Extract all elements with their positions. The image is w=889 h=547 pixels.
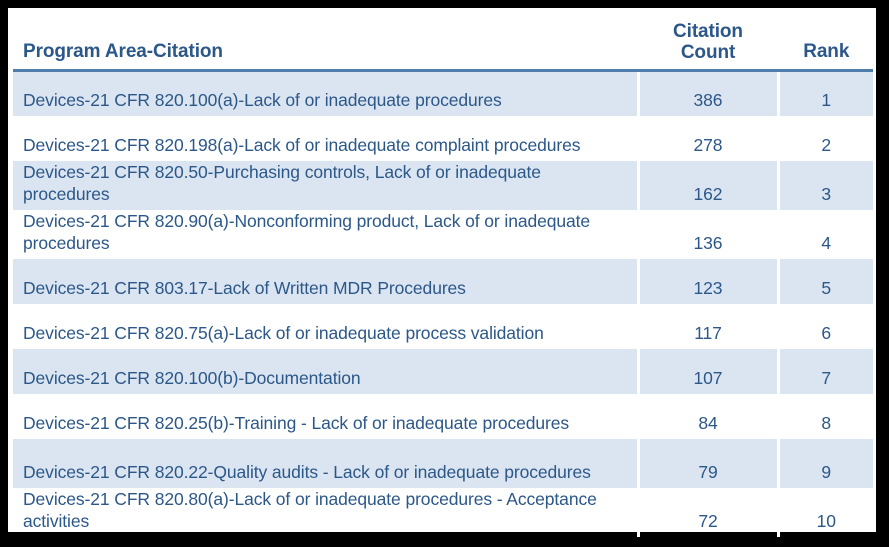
program-cell: Devices-21 CFR 820.25(b)-Training - Lack… — [13, 393, 640, 439]
program-cell: Devices-21 CFR 820.75(a)-Lack of or inad… — [13, 303, 640, 349]
table-row: Devices-21 CFR 820.100(b)-Documentation … — [13, 348, 873, 394]
count-cell: 278 — [638, 115, 780, 161]
program-cell: Devices-21 CFR 820.50-Purchasing control… — [13, 160, 640, 210]
column-header-citation-count: Citation Count — [638, 13, 780, 72]
program-cell: Devices-21 CFR 820.100(a)-Lack of or ina… — [13, 70, 640, 116]
count-cell: 79 — [638, 438, 780, 488]
program-cell: Devices-21 CFR 820.198(a)-Lack of or ina… — [13, 115, 640, 161]
rank-cell: 2 — [821, 134, 832, 155]
program-cell: Devices-21 CFR 820.22-Quality audits - L… — [13, 438, 640, 488]
rank-cell: 3 — [778, 160, 873, 210]
table-row: Devices-21 CFR 820.75(a)-Lack of or inad… — [13, 303, 873, 349]
table-header: Program Area-Citation Citation Count Ran… — [13, 13, 873, 72]
header-row: Program Area-Citation Citation Count Ran… — [13, 13, 873, 72]
count-cell: 162 — [638, 160, 780, 210]
count-cell: 117 — [638, 303, 780, 349]
rank-cell: 1 — [778, 70, 873, 116]
table-row: Devices-21 CFR 820.198(a)-Lack of or ina… — [13, 115, 873, 161]
table-row: Devices-21 CFR 820.22-Quality audits - L… — [13, 438, 873, 488]
table-body: Devices-21 CFR 820.100(a)-Lack of or ina… — [13, 70, 873, 537]
count-cell: 123 — [638, 258, 780, 304]
rank-cell: 5 — [778, 258, 873, 304]
count-cell: 84 — [638, 393, 780, 439]
rank-cell: 6 — [821, 322, 832, 343]
column-header-rank: Rank — [778, 13, 873, 72]
rank-cell: 7 — [778, 348, 873, 394]
rank-cell: 4 — [821, 232, 832, 253]
program-cell: Devices-21 CFR 820.100(b)-Documentation — [13, 348, 640, 394]
table-row: Devices-21 CFR 820.50-Purchasing control… — [13, 160, 873, 210]
table-row: Devices-21 CFR 803.17-Lack of Written MD… — [13, 258, 873, 304]
column-header-program-area-citation: Program Area-Citation — [13, 13, 640, 72]
rank-cell: 10 — [816, 510, 836, 531]
count-cell: 136 — [638, 209, 780, 259]
table-row: Devices-21 CFR 820.100(a)-Lack of or ina… — [13, 70, 873, 116]
rank-cell: 9 — [778, 438, 873, 488]
count-cell: 72 — [638, 487, 780, 537]
count-cell: 107 — [638, 348, 780, 394]
program-cell: Devices-21 CFR 820.90(a)-Nonconforming p… — [13, 209, 640, 259]
table-row: Devices-21 CFR 820.90(a)-Nonconforming p… — [13, 209, 873, 259]
program-cell: Devices-21 CFR 820.80(a)-Lack of or inad… — [13, 487, 640, 537]
program-cell: Devices-21 CFR 803.17-Lack of Written MD… — [13, 258, 640, 304]
table-row: Devices-21 CFR 820.80(a)-Lack of or inad… — [13, 487, 873, 537]
citation-table: Program Area-Citation Citation Count Ran… — [13, 13, 873, 537]
count-cell: 386 — [638, 70, 780, 116]
table-row: Devices-21 CFR 820.25(b)-Training - Lack… — [13, 393, 873, 439]
rank-cell: 8 — [821, 412, 832, 433]
